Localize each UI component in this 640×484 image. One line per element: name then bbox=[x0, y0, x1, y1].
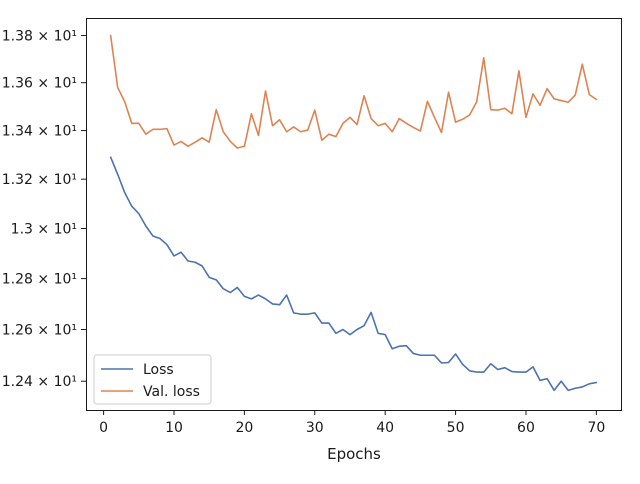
legend: Loss Val. loss bbox=[93, 354, 212, 405]
plot-frame bbox=[86, 18, 622, 411]
y-tick-label: 1.36 × 10¹ bbox=[2, 76, 77, 92]
series-line-val-loss bbox=[109, 34, 598, 149]
y-tick-label: 1.3 × 10¹ bbox=[11, 222, 77, 238]
y-tick-label: 1.26 × 10¹ bbox=[2, 322, 77, 338]
legend-label-val-loss: Val. loss bbox=[143, 384, 200, 400]
series-line-loss bbox=[109, 156, 598, 392]
x-tick-label: 20 bbox=[235, 420, 253, 436]
y-tick-label: 1.24 × 10¹ bbox=[2, 374, 77, 390]
legend-label-loss: Loss bbox=[143, 362, 174, 378]
chart-marks bbox=[109, 34, 598, 392]
y-tick-label: 1.32 × 10¹ bbox=[2, 172, 77, 188]
x-tick-label: 10 bbox=[165, 420, 183, 436]
x-axis-title: Epochs bbox=[327, 445, 381, 463]
y-axis: 1.24 × 10¹ 1.26 × 10¹ 1.28 × 10¹ 1.3 × 10¹ 1… bbox=[2, 29, 86, 390]
x-tick-label: 0 bbox=[99, 420, 108, 436]
y-tick-label: 1.38 × 10¹ bbox=[2, 29, 77, 45]
x-tick-label: 30 bbox=[306, 420, 324, 436]
x-tick-label: 70 bbox=[587, 420, 605, 436]
x-tick-label: 60 bbox=[517, 420, 535, 436]
x-tick-label: 40 bbox=[376, 420, 394, 436]
y-tick-label: 1.34 × 10¹ bbox=[2, 124, 77, 140]
x-tick-label: 50 bbox=[447, 420, 465, 436]
x-axis: 0 10 20 30 40 50 60 70 bbox=[99, 410, 605, 436]
y-tick-label: 1.28 × 10¹ bbox=[2, 272, 77, 288]
